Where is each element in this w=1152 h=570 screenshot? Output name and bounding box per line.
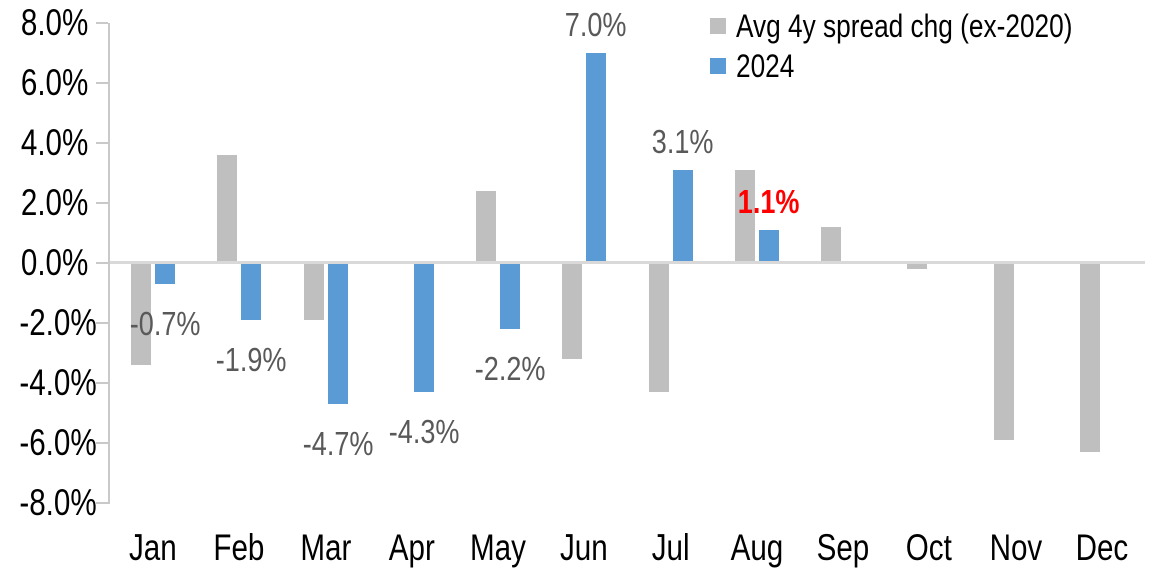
x-tick-aug: Aug xyxy=(730,527,784,568)
bar-avg-sep xyxy=(821,227,841,263)
x-tick-mar: Mar xyxy=(300,527,352,568)
y-tick-label-8.0%: 8.0% xyxy=(20,2,88,43)
data-label-apr: -4.3% xyxy=(388,413,460,450)
legend-label: Avg 4y spread chg (ex-2020) xyxy=(736,7,1073,44)
x-tick-jan: Jan xyxy=(129,527,177,568)
bar-s2024-aug xyxy=(759,230,779,263)
bar-avg-jan xyxy=(131,263,151,365)
bar-avg-nov xyxy=(994,263,1014,440)
y-tick-label-0.0%: 0.0% xyxy=(20,242,88,283)
legend-marker-gray-square xyxy=(710,18,726,34)
y-tick-label-6.0%: 6.0% xyxy=(20,62,88,103)
y-tick-label--8.0%: -8.0% xyxy=(19,482,97,523)
bar-s2024-may xyxy=(500,263,520,329)
bar-s2024-jul xyxy=(673,170,693,263)
y-tick-label--2.0%: -2.0% xyxy=(19,302,97,343)
zero-axis-line xyxy=(110,261,1145,264)
bar-s2024-jun xyxy=(586,53,606,263)
x-tick-oct: Oct xyxy=(905,527,953,568)
legend-marker-blue-square xyxy=(710,58,726,74)
bar-avg-jun xyxy=(562,263,582,359)
x-tick-jun: Jun xyxy=(560,527,608,568)
legend-item-avg: Avg 4y spread chg (ex-2020) xyxy=(710,6,1146,46)
y-tick-label-2.0%: 2.0% xyxy=(20,182,88,223)
data-label-aug: 1.1% xyxy=(738,183,800,220)
y-tick-mark xyxy=(96,202,108,204)
data-label-jan: -0.7% xyxy=(129,305,201,342)
y-tick-label--6.0%: -6.0% xyxy=(19,422,97,463)
bar-avg-jul xyxy=(649,263,669,392)
x-tick-feb: Feb xyxy=(213,527,265,568)
bar-avg-oct xyxy=(907,263,927,269)
x-tick-dec: Dec xyxy=(1075,527,1129,568)
y-tick-mark xyxy=(96,262,108,264)
y-axis-line xyxy=(108,23,110,504)
y-tick-mark xyxy=(96,22,108,24)
y-tick-label--4.0%: -4.0% xyxy=(19,362,97,403)
bar-avg-mar xyxy=(304,263,324,320)
y-tick-mark xyxy=(96,442,108,444)
x-tick-sep: Sep xyxy=(816,527,870,568)
bar-s2024-jan xyxy=(155,263,175,284)
y-tick-label-4.0%: 4.0% xyxy=(20,122,88,163)
y-tick-mark xyxy=(96,502,108,504)
x-tick-apr: Apr xyxy=(388,527,436,568)
legend: Avg 4y spread chg (ex-2020) 2024 xyxy=(710,6,1146,86)
legend-item-2024: 2024 xyxy=(710,46,1146,86)
bar-avg-may xyxy=(476,191,496,263)
y-tick-mark xyxy=(96,382,108,384)
data-label-jun: 7.0% xyxy=(565,6,627,43)
bar-s2024-mar xyxy=(328,263,348,404)
bar-s2024-feb xyxy=(241,263,261,320)
y-tick-mark xyxy=(96,142,108,144)
data-label-feb: -1.9% xyxy=(215,341,287,378)
bar-s2024-apr xyxy=(414,263,434,392)
data-label-jul: 3.1% xyxy=(652,123,714,160)
bar-avg-dec xyxy=(1080,263,1100,452)
y-tick-mark xyxy=(96,82,108,84)
data-label-mar: -4.7% xyxy=(302,425,374,462)
legend-label: 2024 xyxy=(736,47,795,84)
x-tick-jul: Jul xyxy=(652,527,690,568)
x-tick-may: May xyxy=(470,527,526,568)
bar-avg-feb xyxy=(217,155,237,263)
bar-avg-aug xyxy=(735,170,755,263)
y-tick-mark xyxy=(96,322,108,324)
x-tick-nov: Nov xyxy=(989,527,1043,568)
data-label-may: -2.2% xyxy=(474,350,546,387)
